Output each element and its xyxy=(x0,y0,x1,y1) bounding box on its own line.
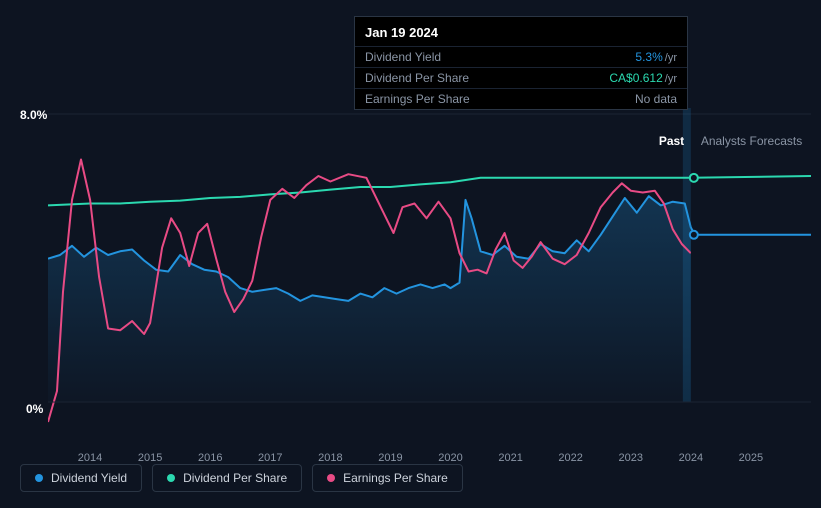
x-axis-year: 2014 xyxy=(78,452,102,464)
tooltip-row-value: 5.3%/yr xyxy=(635,50,677,64)
chart-svg xyxy=(48,108,811,448)
tooltip-row-label: Dividend Per Share xyxy=(365,71,469,85)
chart-container: Jan 19 2024 Dividend Yield5.3%/yrDividen… xyxy=(0,0,821,508)
x-axis-year: 2023 xyxy=(619,452,643,464)
x-axis-year: 2016 xyxy=(198,452,222,464)
legend: Dividend Yield Dividend Per Share Earnings… xyxy=(20,464,463,492)
x-axis-year: 2020 xyxy=(438,452,462,464)
x-axis-year: 2019 xyxy=(378,452,402,464)
tooltip-row-label: Dividend Yield xyxy=(365,50,441,64)
tooltip-date: Jan 19 2024 xyxy=(355,17,687,46)
legend-dot-icon xyxy=(35,474,43,482)
forecast-region-label: Analysts Forecasts xyxy=(701,134,802,148)
legend-dot-icon xyxy=(327,474,335,482)
legend-label: Dividend Yield xyxy=(51,471,127,485)
legend-item[interactable]: Dividend Per Share xyxy=(152,464,302,492)
tooltip-row-label: Earnings Per Share xyxy=(365,92,470,106)
x-axis-year: 2024 xyxy=(679,452,703,464)
legend-item[interactable]: Earnings Per Share xyxy=(312,464,463,492)
x-axis-year: 2022 xyxy=(558,452,582,464)
tooltip-row-value: CA$0.612/yr xyxy=(609,71,677,85)
legend-dot-icon xyxy=(167,474,175,482)
tooltip-row-value: No data xyxy=(635,92,677,106)
x-axis-year: 2025 xyxy=(739,452,763,464)
tooltip: Jan 19 2024 Dividend Yield5.3%/yrDividen… xyxy=(354,16,688,110)
legend-item[interactable]: Dividend Yield xyxy=(20,464,142,492)
plot-area[interactable] xyxy=(48,108,811,448)
y-axis-label-min: 0% xyxy=(26,402,43,416)
tooltip-row: Dividend Per Share CA$0.612/yr xyxy=(355,67,687,88)
tooltip-rows: Dividend Yield 5.3%/yr Dividend Per Share C… xyxy=(355,46,687,109)
past-region-label: Past xyxy=(659,134,684,148)
tooltip-row: Dividend Yield 5.3%/yr xyxy=(355,46,687,67)
y-axis-label-max: 8.0% xyxy=(20,108,47,122)
x-axis-year: 2017 xyxy=(258,452,282,464)
region-labels: Past Analysts Forecasts xyxy=(48,134,811,150)
x-axis-year: 2018 xyxy=(318,452,342,464)
x-axis-year: 2021 xyxy=(498,452,522,464)
x-axis-year: 2015 xyxy=(138,452,162,464)
legend-label: Dividend Per Share xyxy=(183,471,287,485)
tooltip-row: Earnings Per Share No data xyxy=(355,88,687,109)
legend-label: Earnings Per Share xyxy=(343,471,448,485)
